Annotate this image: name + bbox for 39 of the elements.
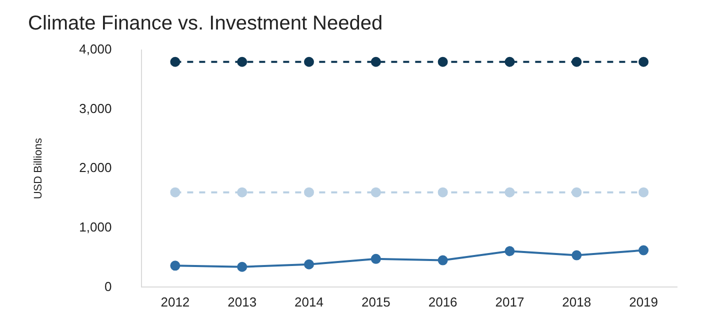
y-tick-label: 3,000	[79, 100, 112, 116]
y-tick-label: 4,000	[79, 42, 112, 57]
point	[438, 56, 448, 67]
x-tick-label: 2018	[562, 294, 592, 310]
point	[638, 56, 649, 67]
point	[237, 56, 248, 67]
point	[370, 254, 381, 264]
point	[370, 187, 381, 198]
x-tick-label: 2016	[428, 294, 458, 310]
x-tick-label: 2019	[629, 294, 658, 310]
x-tick-label: 2012	[160, 294, 190, 310]
point	[638, 187, 649, 198]
x-tick-label: 2013	[228, 294, 257, 310]
x-tick-label: 2017	[495, 294, 524, 310]
y-tick-label: 1,000	[79, 219, 112, 234]
point	[572, 187, 582, 198]
point	[304, 187, 314, 198]
point	[638, 245, 649, 256]
point	[304, 56, 314, 67]
point	[504, 246, 515, 256]
point	[170, 56, 180, 67]
point	[504, 187, 515, 198]
point	[572, 250, 582, 260]
point	[438, 255, 448, 266]
x-tick-label: 2015	[361, 294, 390, 310]
point	[572, 56, 582, 67]
x-tick-label: 2014	[294, 294, 324, 310]
point	[170, 260, 180, 271]
point	[304, 259, 314, 270]
point	[504, 56, 515, 67]
y-tick-label: 2,000	[79, 160, 112, 176]
point	[237, 262, 248, 272]
y-tick-label: 0	[104, 278, 112, 294]
point	[237, 187, 248, 198]
point	[370, 56, 381, 67]
chart-title: Climate Finance vs. Investment Needed	[28, 12, 383, 35]
point	[170, 187, 180, 198]
y-axis-title: USD Billions	[32, 138, 45, 200]
point	[438, 187, 448, 198]
